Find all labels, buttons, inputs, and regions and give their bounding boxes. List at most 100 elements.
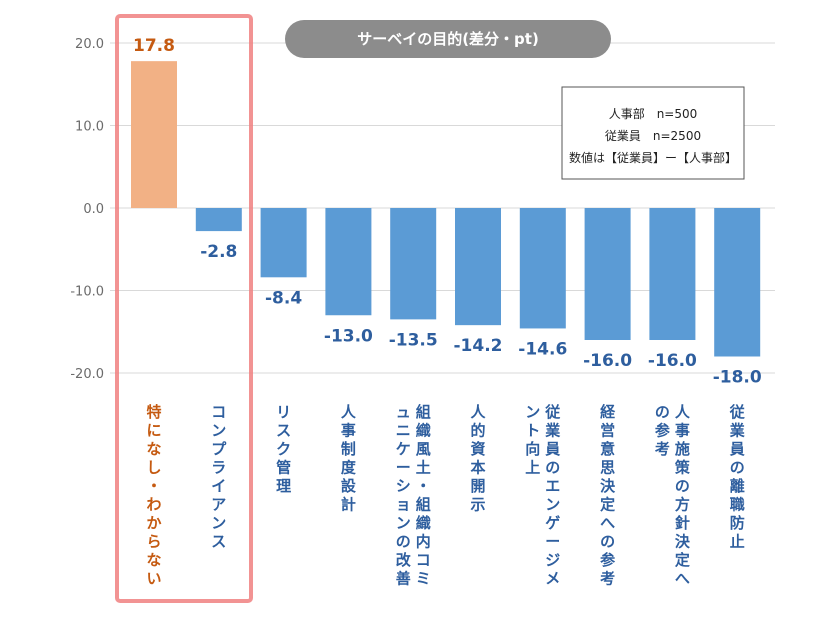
title-pill <box>285 20 611 58</box>
bar <box>584 208 631 340</box>
category-char: ス <box>211 533 226 551</box>
category-char: ・ <box>416 477 431 495</box>
title-text: サーベイの目的(差分・pt) <box>357 30 539 48</box>
data-label: -2.8 <box>200 242 237 262</box>
data-label: 17.8 <box>133 36 175 56</box>
category-char: ケ <box>396 440 411 458</box>
category-char: 意 <box>600 440 615 458</box>
y-tick-label: 20.0 <box>75 37 104 52</box>
bar <box>519 208 566 329</box>
category-char: 土 <box>416 459 431 477</box>
category-char: の <box>675 477 690 495</box>
category-char: 従 <box>544 403 561 421</box>
category-labels: 特になし・わからないコンプライアンスリスク管理人事制度設計組織風土・組織内コミュ… <box>146 403 745 588</box>
category-char: 定 <box>600 496 615 514</box>
category-char: な <box>146 440 161 458</box>
category-char: ン <box>211 422 226 440</box>
category-char: 針 <box>675 514 690 532</box>
category-char: ス <box>276 422 291 440</box>
y-tick-label: 0.0 <box>83 202 104 217</box>
category-char: 考 <box>600 570 615 588</box>
category-char: 参 <box>655 422 671 440</box>
category-char: 職 <box>730 496 745 514</box>
category-char: ュ <box>396 403 411 421</box>
data-label: -16.0 <box>583 351 632 371</box>
bar <box>714 208 761 357</box>
category-char: 善 <box>396 570 411 588</box>
legend-line-note: 数値は【従業員】ー【人事部】 <box>569 150 737 165</box>
category-char: に <box>146 422 161 440</box>
category-char: 員 <box>544 440 560 458</box>
category-char: ン <box>525 403 540 421</box>
category-char: ト <box>525 422 540 440</box>
category-char: 織 <box>416 422 431 440</box>
category-char: 人 <box>675 403 691 421</box>
category-char: 設 <box>341 477 357 495</box>
category-char: 制 <box>341 440 356 458</box>
category-char: 人 <box>341 403 357 421</box>
bars <box>131 61 761 357</box>
bar <box>131 61 177 209</box>
category-char: の <box>396 533 411 551</box>
category-char: 営 <box>600 422 615 440</box>
category-char: ラ <box>211 459 226 477</box>
category-char: 示 <box>470 496 485 514</box>
category-char: 本 <box>470 459 485 477</box>
data-label: -16.0 <box>648 351 697 371</box>
category-char: ン <box>211 514 226 532</box>
data-label: -14.6 <box>518 339 567 359</box>
bar <box>455 208 501 326</box>
category-char: 改 <box>396 551 412 569</box>
category-char: 業 <box>729 422 746 440</box>
category-char: へ <box>600 514 615 532</box>
category-char: へ <box>675 570 690 588</box>
category-char: ー <box>396 459 411 477</box>
category-char: ・ <box>146 477 161 495</box>
category-char: 人 <box>470 403 486 421</box>
category-char: 思 <box>600 459 615 477</box>
category-char: の <box>600 533 615 551</box>
category-char: 理 <box>276 477 291 495</box>
category-char: 資 <box>470 440 485 458</box>
category-char: し <box>146 459 161 477</box>
category-char: ア <box>211 496 226 514</box>
bar <box>260 208 307 278</box>
category-char: ョ <box>396 496 411 514</box>
category-char: 決 <box>675 533 691 551</box>
category-char: 施 <box>675 440 690 458</box>
legend-line-employee: 従業員 n=2500 <box>605 129 701 143</box>
legend-line-hr: 人事部 n=500 <box>609 106 698 121</box>
category-char: 計 <box>341 496 356 514</box>
category-char: 度 <box>341 459 357 477</box>
y-tick-label: -10.0 <box>70 285 104 300</box>
category-char: リ <box>276 403 291 421</box>
legend: 人事部 n=500 従業員 n=2500 数値は【従業員】ー【人事部】 <box>561 86 745 180</box>
category-char: コ <box>416 551 431 569</box>
category-char: 考 <box>655 440 670 458</box>
chart-title: サーベイの目的(差分・pt) <box>285 20 611 58</box>
category-char: ー <box>545 533 560 551</box>
data-label: -8.4 <box>265 288 302 308</box>
category-char: の <box>655 403 670 421</box>
category-char: イ <box>211 477 226 495</box>
category-char: 事 <box>675 422 690 440</box>
category-char: ク <box>276 440 291 458</box>
category-char: 特 <box>146 403 161 421</box>
category-char: 定 <box>675 551 690 569</box>
category-char: シ <box>396 477 411 495</box>
category-char: 開 <box>470 477 485 495</box>
bar <box>390 208 437 320</box>
category-char: ゲ <box>545 514 560 532</box>
y-tick-label: 10.0 <box>75 120 104 135</box>
category-char: コ <box>211 403 226 421</box>
